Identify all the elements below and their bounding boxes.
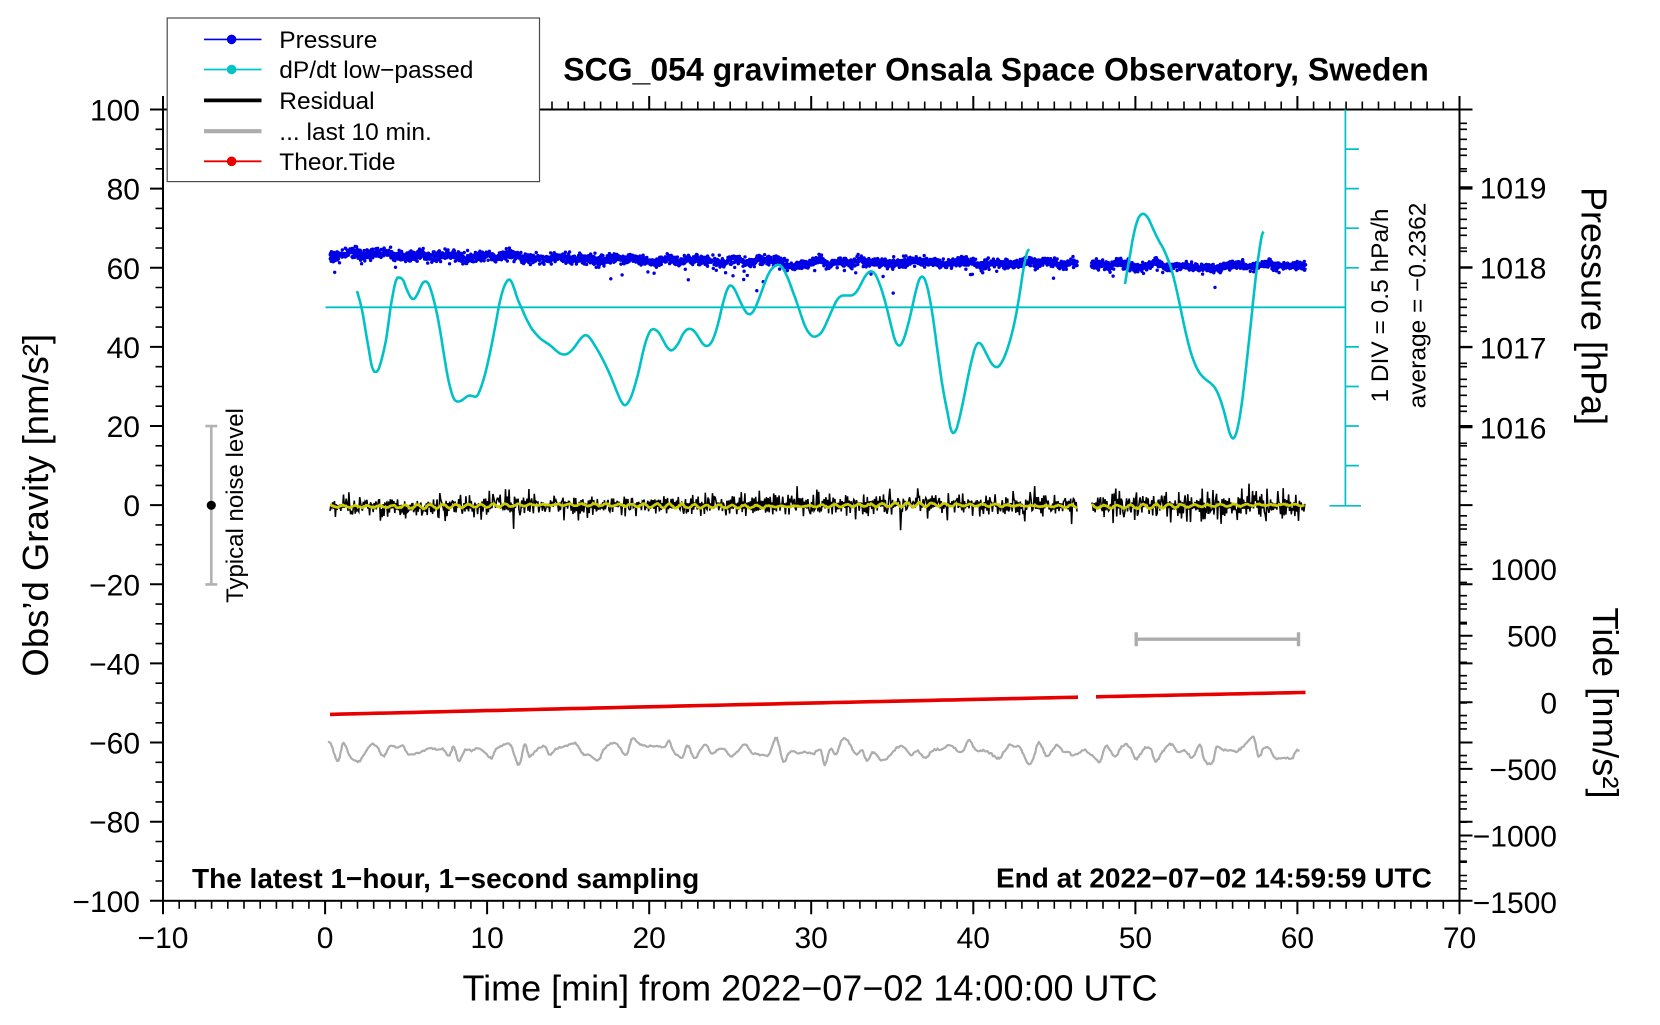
svg-text:0: 0: [317, 922, 334, 955]
svg-text:−80: −80: [89, 807, 140, 840]
svg-text:... last 10 min.: ... last 10 min.: [279, 119, 432, 146]
svg-text:Tide [nm/s²]: Tide [nm/s²]: [1585, 607, 1626, 798]
svg-text:dP/dt low−passed: dP/dt low−passed: [279, 57, 473, 84]
svg-text:End at 2022−07−02 14:59:59 UTC: End at 2022−07−02 14:59:59 UTC: [996, 863, 1432, 894]
svg-text:−20: −20: [89, 569, 140, 602]
svg-text:Pressure: Pressure: [279, 27, 377, 54]
svg-text:10: 10: [470, 922, 503, 955]
svg-text:1 DIV = 0.5 hPa/h: 1 DIV = 0.5 hPa/h: [1367, 208, 1394, 402]
svg-text:80: 80: [107, 174, 140, 207]
svg-text:SCG_054 gravimeter Onsala Spac: SCG_054 gravimeter Onsala Space Observat…: [563, 52, 1429, 88]
svg-text:−500: −500: [1489, 754, 1557, 787]
svg-text:60: 60: [107, 253, 140, 286]
svg-text:50: 50: [1119, 922, 1152, 955]
svg-text:1000: 1000: [1490, 554, 1557, 587]
svg-text:−40: −40: [89, 648, 140, 681]
svg-text:40: 40: [957, 922, 990, 955]
svg-text:0: 0: [1540, 687, 1557, 720]
svg-text:40: 40: [107, 332, 140, 365]
svg-text:The latest 1−hour, 1−second sa: The latest 1−hour, 1−second sampling: [192, 863, 699, 894]
svg-text:20: 20: [633, 922, 666, 955]
svg-text:Typical noise level: Typical noise level: [222, 408, 249, 603]
svg-text:−60: −60: [89, 728, 140, 761]
svg-text:60: 60: [1281, 922, 1314, 955]
svg-text:Obs’d Gravity [nm/s²]: Obs’d Gravity [nm/s²]: [15, 334, 56, 677]
svg-text:−10: −10: [138, 922, 189, 955]
svg-text:70: 70: [1443, 922, 1476, 955]
svg-text:average = −0.2362: average = −0.2362: [1405, 203, 1432, 409]
svg-text:−1000: −1000: [1473, 821, 1557, 854]
svg-text:1017: 1017: [1480, 332, 1547, 365]
svg-text:Pressure [hPa]: Pressure [hPa]: [1574, 187, 1615, 425]
svg-text:1018: 1018: [1480, 252, 1547, 285]
svg-text:−1500: −1500: [1473, 887, 1557, 920]
svg-text:100: 100: [90, 95, 140, 128]
svg-text:20: 20: [107, 411, 140, 444]
svg-text:−100: −100: [72, 886, 140, 919]
svg-text:Residual: Residual: [279, 88, 374, 115]
svg-text:0: 0: [123, 490, 140, 523]
svg-text:500: 500: [1507, 621, 1557, 654]
svg-text:30: 30: [795, 922, 828, 955]
svg-text:1019: 1019: [1480, 172, 1547, 205]
svg-text:Time [min] from 2022−07−02 14:: Time [min] from 2022−07−02 14:00:00 UTC: [462, 968, 1157, 1009]
svg-text:Theor.Tide: Theor.Tide: [279, 149, 395, 176]
svg-text:1016: 1016: [1480, 412, 1547, 445]
